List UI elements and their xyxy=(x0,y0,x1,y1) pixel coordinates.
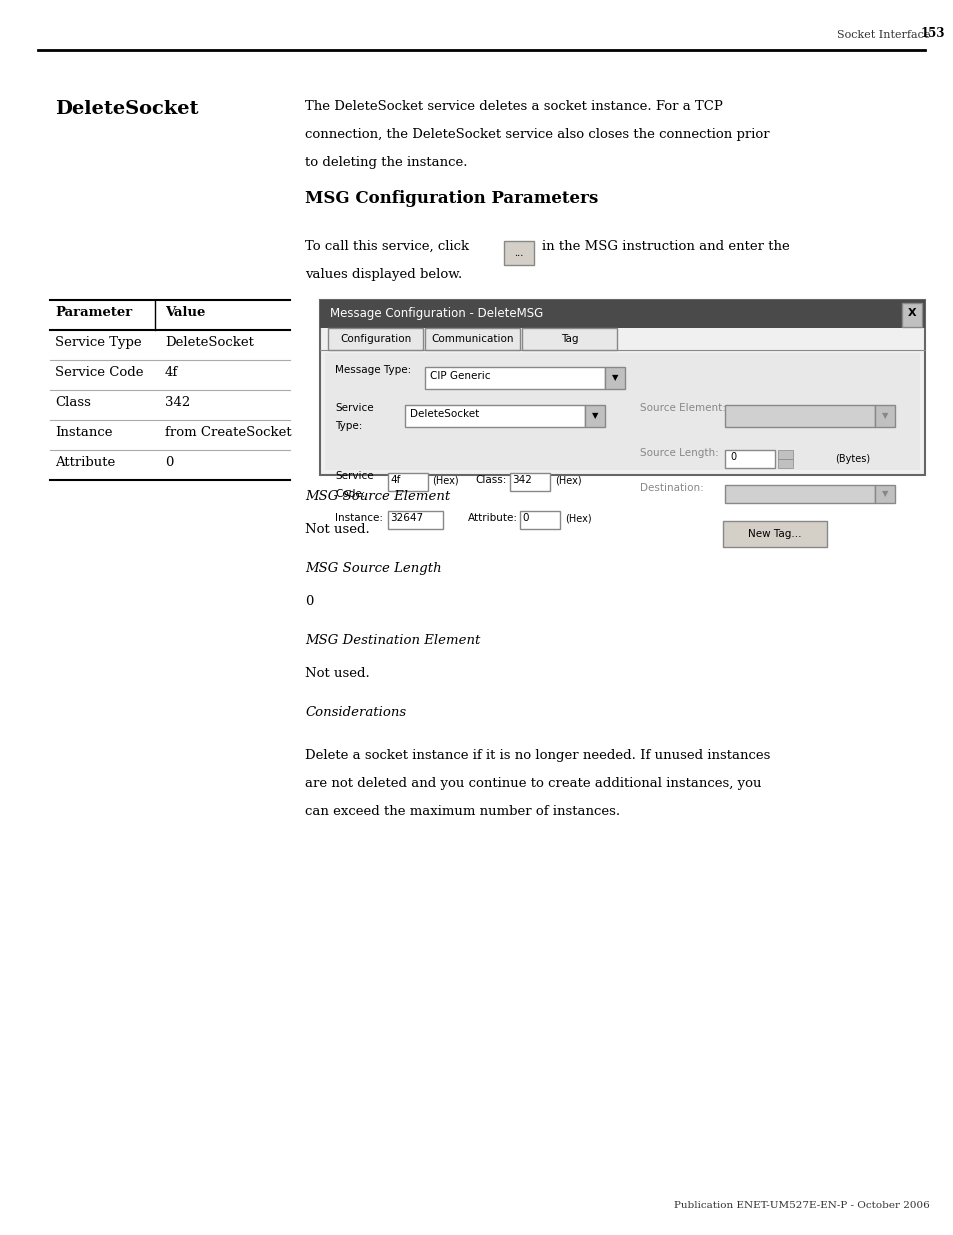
Text: to deleting the instance.: to deleting the instance. xyxy=(305,156,467,169)
Text: Source Element:: Source Element: xyxy=(639,403,725,412)
Text: Attribute: Attribute xyxy=(55,456,115,469)
FancyBboxPatch shape xyxy=(325,353,919,471)
Text: 0: 0 xyxy=(521,513,528,522)
Text: Message Configuration - DeleteMSG: Message Configuration - DeleteMSG xyxy=(330,308,542,320)
Text: MSG Destination Element: MSG Destination Element xyxy=(305,634,480,647)
FancyBboxPatch shape xyxy=(724,485,874,503)
Text: from CreateSocket: from CreateSocket xyxy=(165,426,292,438)
Text: (Hex): (Hex) xyxy=(432,475,458,485)
Text: Class:: Class: xyxy=(475,475,506,485)
Text: Not used.: Not used. xyxy=(305,667,370,680)
Text: Service: Service xyxy=(335,403,374,412)
FancyBboxPatch shape xyxy=(319,300,924,475)
FancyBboxPatch shape xyxy=(503,241,534,266)
Text: MSG Source Length: MSG Source Length xyxy=(305,562,441,576)
Text: Source Length:: Source Length: xyxy=(639,448,718,458)
Text: Code:: Code: xyxy=(335,489,365,499)
FancyBboxPatch shape xyxy=(319,300,924,329)
Text: 0: 0 xyxy=(165,456,173,469)
Text: DeleteSocket: DeleteSocket xyxy=(55,100,198,119)
Text: ▼: ▼ xyxy=(591,411,598,420)
Text: are not deleted and you continue to create additional instances, you: are not deleted and you continue to crea… xyxy=(305,777,760,790)
FancyBboxPatch shape xyxy=(778,450,792,459)
Text: ▼: ▼ xyxy=(881,489,887,499)
Text: CIP Generic: CIP Generic xyxy=(430,370,490,382)
Text: ...: ... xyxy=(514,248,523,258)
FancyBboxPatch shape xyxy=(328,329,422,350)
FancyBboxPatch shape xyxy=(405,405,584,427)
Text: values displayed below.: values displayed below. xyxy=(305,268,462,282)
Text: 32647: 32647 xyxy=(390,513,423,522)
Text: Considerations: Considerations xyxy=(305,706,406,719)
Text: The DeleteSocket service deletes a socket instance. For a TCP: The DeleteSocket service deletes a socke… xyxy=(305,100,722,112)
Text: Tag: Tag xyxy=(560,333,578,345)
Text: X: X xyxy=(906,308,915,317)
Text: (Hex): (Hex) xyxy=(564,513,591,522)
FancyBboxPatch shape xyxy=(874,405,894,427)
FancyBboxPatch shape xyxy=(722,521,826,547)
Text: Configuration: Configuration xyxy=(339,333,411,345)
Text: Service: Service xyxy=(335,471,374,480)
Text: Type:: Type: xyxy=(335,421,362,431)
Text: (Bytes): (Bytes) xyxy=(834,454,869,464)
Text: in the MSG instruction and enter the: in the MSG instruction and enter the xyxy=(541,240,789,253)
Text: Delete a socket instance if it is no longer needed. If unused instances: Delete a socket instance if it is no lon… xyxy=(305,748,770,762)
Text: Value: Value xyxy=(165,306,205,319)
Text: DeleteSocket: DeleteSocket xyxy=(410,409,478,419)
Text: DeleteSocket: DeleteSocket xyxy=(165,336,253,350)
Text: 4f: 4f xyxy=(390,475,400,485)
FancyBboxPatch shape xyxy=(604,367,624,389)
Text: To call this service, click: To call this service, click xyxy=(305,240,469,253)
Text: Destination:: Destination: xyxy=(639,483,703,493)
Text: Message Type:: Message Type: xyxy=(335,366,411,375)
FancyBboxPatch shape xyxy=(510,473,550,492)
FancyBboxPatch shape xyxy=(778,459,792,468)
Text: Service Type: Service Type xyxy=(55,336,141,350)
Text: Instance: Instance xyxy=(55,426,112,438)
FancyBboxPatch shape xyxy=(724,405,874,427)
Text: connection, the DeleteSocket service also closes the connection prior: connection, the DeleteSocket service als… xyxy=(305,128,769,141)
Text: ▼: ▼ xyxy=(881,411,887,420)
Text: 342: 342 xyxy=(165,396,190,409)
FancyBboxPatch shape xyxy=(388,511,442,529)
FancyBboxPatch shape xyxy=(901,303,921,327)
Text: 342: 342 xyxy=(512,475,532,485)
Text: can exceed the maximum number of instances.: can exceed the maximum number of instanc… xyxy=(305,805,619,818)
FancyBboxPatch shape xyxy=(874,485,894,503)
Text: Attribute:: Attribute: xyxy=(468,513,517,522)
Text: Socket Interface: Socket Interface xyxy=(836,30,929,40)
FancyBboxPatch shape xyxy=(424,329,519,350)
Text: Parameter: Parameter xyxy=(55,306,132,319)
Text: 0: 0 xyxy=(305,595,313,608)
Text: Communication: Communication xyxy=(431,333,514,345)
FancyBboxPatch shape xyxy=(584,405,604,427)
Text: Service Code: Service Code xyxy=(55,366,143,379)
Text: MSG Source Element: MSG Source Element xyxy=(305,490,450,503)
Text: 4f: 4f xyxy=(165,366,178,379)
Text: Publication ENET-UM527E-EN-P - October 2006: Publication ENET-UM527E-EN-P - October 2… xyxy=(674,1200,929,1210)
Text: Class: Class xyxy=(55,396,91,409)
Text: Instance:: Instance: xyxy=(335,513,382,522)
Text: New Tag...: New Tag... xyxy=(747,529,801,538)
FancyBboxPatch shape xyxy=(724,450,774,468)
Text: (Hex): (Hex) xyxy=(555,475,581,485)
Text: MSG Configuration Parameters: MSG Configuration Parameters xyxy=(305,190,598,207)
Text: ▼: ▼ xyxy=(611,373,618,383)
FancyBboxPatch shape xyxy=(519,511,559,529)
Text: 0: 0 xyxy=(729,452,736,462)
FancyBboxPatch shape xyxy=(424,367,604,389)
Text: 153: 153 xyxy=(920,27,944,40)
FancyBboxPatch shape xyxy=(521,329,617,350)
Text: Not used.: Not used. xyxy=(305,522,370,536)
FancyBboxPatch shape xyxy=(388,473,428,492)
